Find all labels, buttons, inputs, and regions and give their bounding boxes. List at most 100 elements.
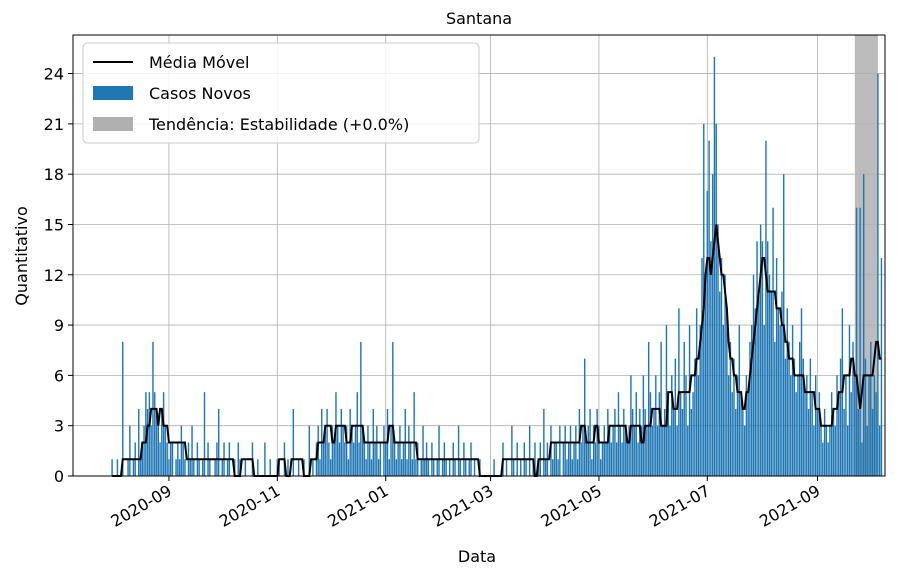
- bar: [639, 408, 641, 476]
- bar: [369, 442, 371, 476]
- bar: [779, 325, 781, 476]
- bar: [763, 325, 765, 476]
- bar: [756, 241, 758, 476]
- bar: [377, 459, 380, 476]
- bar: [319, 459, 321, 476]
- bar: [203, 392, 206, 476]
- bar: [596, 408, 598, 476]
- bar: [767, 241, 769, 476]
- bar: [605, 442, 607, 476]
- bar: [116, 459, 119, 476]
- bar: [672, 408, 675, 476]
- bar: [326, 408, 328, 476]
- bar: [376, 425, 378, 476]
- bar: [464, 459, 467, 476]
- bar: [383, 425, 385, 476]
- bar: [328, 442, 330, 476]
- chart-title: Santana: [446, 9, 512, 28]
- bar: [777, 308, 780, 476]
- bar: [201, 459, 204, 476]
- bar: [397, 442, 399, 476]
- x-tick-label: 2021-07: [646, 481, 713, 531]
- bar: [111, 459, 113, 476]
- y-tick-label: 0: [54, 467, 64, 486]
- bar: [765, 140, 767, 476]
- bar: [804, 392, 806, 476]
- bar: [862, 174, 865, 476]
- bar: [621, 442, 623, 476]
- bar: [743, 425, 746, 476]
- legend-box: [82, 42, 480, 144]
- bar: [674, 358, 677, 476]
- bar: [836, 375, 838, 476]
- bar: [646, 425, 648, 476]
- bar: [585, 442, 588, 476]
- bar: [237, 442, 239, 476]
- bar: [626, 442, 629, 476]
- bar: [731, 392, 733, 476]
- bar: [544, 459, 547, 476]
- bar: [697, 375, 700, 476]
- bar: [669, 425, 671, 476]
- bar: [846, 425, 849, 476]
- bar: [182, 442, 184, 476]
- bar: [569, 425, 572, 476]
- x-tick-label: 2020-09: [108, 481, 175, 531]
- bar: [385, 442, 387, 476]
- bar: [633, 425, 636, 476]
- bar: [662, 425, 664, 476]
- bar: [361, 425, 364, 476]
- x-tick-label: 2021-09: [756, 481, 823, 531]
- bar: [353, 442, 355, 476]
- bar: [772, 207, 774, 476]
- bar: [667, 392, 669, 476]
- bar: [878, 425, 881, 476]
- bar: [614, 408, 616, 476]
- bar: [745, 375, 748, 476]
- bar: [685, 375, 687, 476]
- bar: [351, 425, 353, 476]
- bar: [573, 442, 575, 476]
- legend-label: Casos Novos: [149, 84, 251, 103]
- bar: [454, 459, 456, 476]
- bar: [688, 325, 691, 476]
- bar: [747, 392, 749, 476]
- bar: [729, 341, 732, 476]
- bar: [413, 392, 415, 476]
- bar: [374, 442, 376, 476]
- bar: [459, 459, 462, 476]
- bar: [345, 425, 348, 476]
- bar: [806, 375, 808, 476]
- bar: [329, 459, 332, 476]
- bar: [811, 392, 813, 476]
- bar: [793, 358, 796, 476]
- bar: [448, 459, 451, 476]
- bar: [861, 442, 863, 476]
- bar: [340, 408, 343, 476]
- y-tick-label: 24: [44, 65, 64, 84]
- bar: [395, 459, 398, 476]
- y-tick-label: 9: [54, 316, 64, 335]
- bar: [850, 392, 852, 476]
- bar: [866, 425, 868, 476]
- bar: [132, 459, 135, 476]
- bar: [584, 358, 586, 476]
- bar: [653, 408, 655, 476]
- bar: [612, 425, 614, 476]
- bar: [580, 442, 582, 476]
- bar: [651, 425, 653, 476]
- bar: [809, 358, 812, 476]
- bar: [640, 425, 643, 476]
- bar: [823, 408, 826, 476]
- legend-swatch: [93, 117, 133, 131]
- bar: [552, 459, 554, 476]
- bar: [445, 459, 447, 476]
- bar: [493, 459, 495, 476]
- bar: [308, 425, 311, 476]
- bar: [635, 392, 637, 476]
- bar: [864, 358, 867, 476]
- bar: [244, 459, 247, 476]
- bar: [154, 392, 156, 476]
- bar: [788, 341, 790, 476]
